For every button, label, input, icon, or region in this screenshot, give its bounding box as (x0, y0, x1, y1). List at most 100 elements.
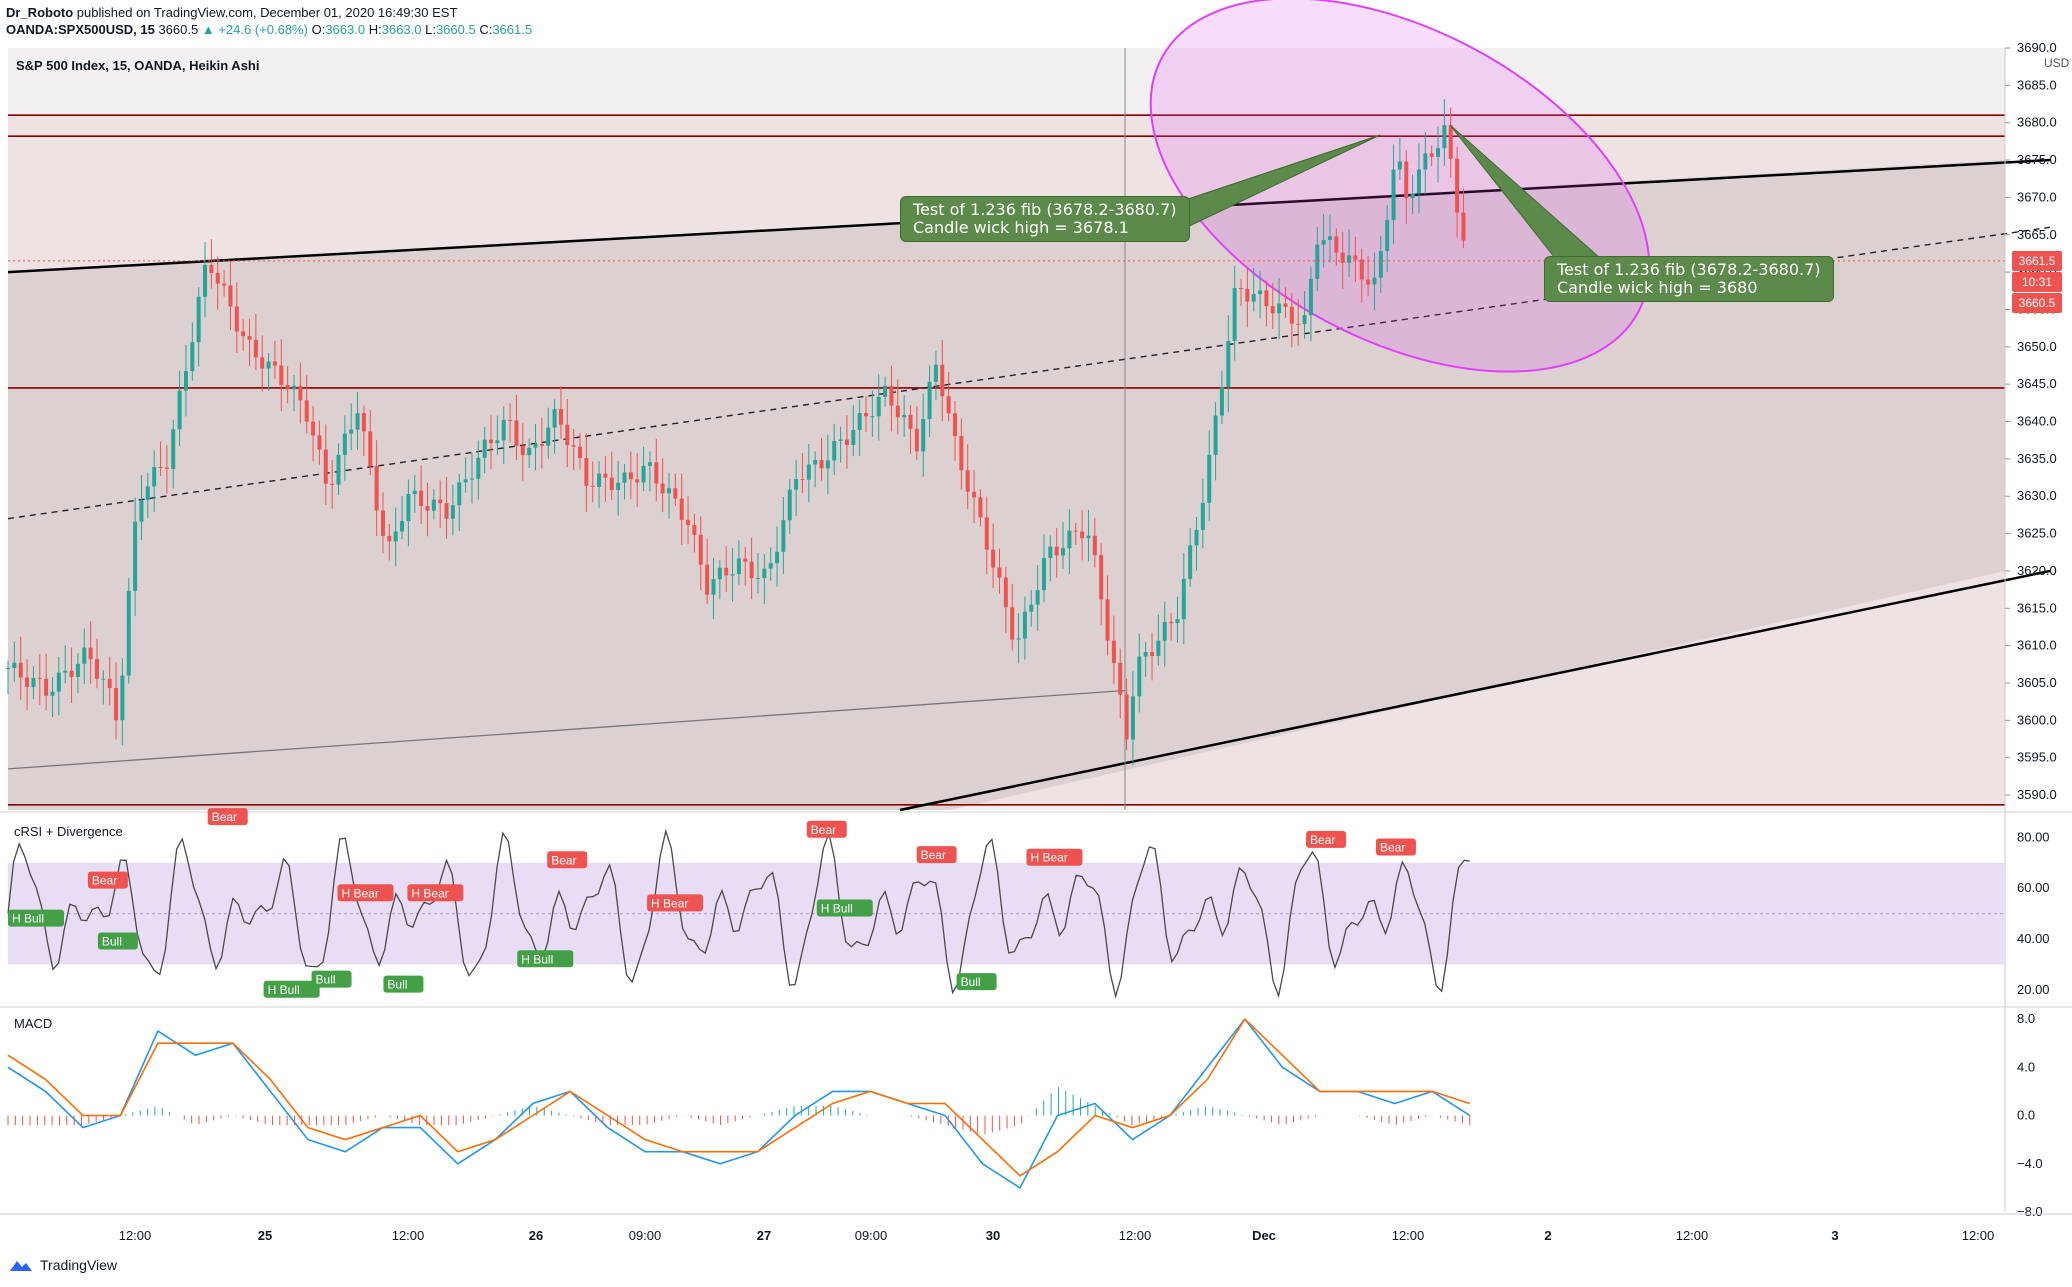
close-value: 3661.5 (492, 22, 533, 37)
candle-body (1258, 290, 1263, 295)
y-tick-label: 3635.0 (2017, 451, 2057, 466)
x-tick-label: 12:00 (1676, 1228, 1709, 1243)
highlight-ellipse (1149, 0, 1651, 373)
candle-body (56, 672, 61, 692)
candle-body (190, 342, 195, 372)
author-name[interactable]: Dr_Roboto (6, 5, 74, 20)
candle-body (698, 534, 703, 565)
candle-body (450, 505, 455, 519)
candle-body (609, 477, 614, 490)
x-tick-label: 09:00 (855, 1228, 888, 1243)
signal-label-bull: H Bull (821, 902, 853, 916)
callout-left[interactable]: Test of 1.236 fib (3678.2-3680.7) Candle… (900, 196, 1190, 242)
rsi-y-tick-label: 40.00 (2017, 931, 2050, 946)
candle-body (914, 428, 919, 452)
candle-body (800, 479, 805, 481)
candle-body (1429, 153, 1434, 157)
callout-left-line1: Test of 1.236 fib (3678.2-3680.7) (913, 200, 1177, 219)
rsi-y-tick-label: 80.00 (2017, 829, 2050, 844)
candle-body (1245, 288, 1250, 302)
candle-body (940, 364, 945, 397)
candle-body (1277, 303, 1282, 314)
signal-label-bear: Bear (1310, 833, 1335, 847)
candle-body (1423, 153, 1428, 170)
candle-body (717, 567, 722, 580)
ohlc-line: OANDA:SPX500USD, 15 3660.5 ▲ +24.6 (+0.6… (6, 21, 532, 38)
candle-body (317, 435, 322, 450)
last-price-tag: 3661.5 (2012, 251, 2062, 271)
last-price: 3660.5 (158, 22, 199, 37)
currency-label: USD (2044, 56, 2070, 70)
candle-body (1347, 255, 1352, 263)
candle-body (126, 590, 131, 676)
signal-label-bull: Bull (387, 978, 407, 992)
candle-body (959, 436, 964, 471)
candle-body (380, 510, 385, 536)
signal-label-bear: H Bear (411, 886, 448, 900)
candle-body (253, 339, 258, 358)
candle-body (406, 494, 411, 522)
symbol-label: OANDA:SPX500USD, 15 (6, 22, 155, 37)
x-tick-label: 30 (986, 1228, 1000, 1243)
candle-body (336, 454, 341, 485)
candle-body (927, 381, 932, 420)
brand-name[interactable]: TradingView (40, 1257, 118, 1273)
candle-body (578, 446, 583, 459)
candle-body (908, 414, 913, 429)
candle-body (1150, 652, 1155, 657)
x-tick-label: 25 (258, 1228, 272, 1243)
y-tick-label: 3645.0 (2017, 376, 2057, 391)
x-tick-label: 27 (757, 1228, 771, 1243)
signal-label-bg (263, 980, 320, 998)
candle-body (1442, 125, 1447, 149)
callout-right[interactable]: Test of 1.236 fib (3678.2-3680.7) Candle… (1544, 256, 1834, 302)
candle-body (152, 466, 157, 487)
candle-body (991, 549, 996, 568)
candle-body (463, 479, 468, 483)
callout-right-line2: Candle wick high = 3680 (1557, 278, 1758, 297)
candle-body (247, 336, 252, 340)
candle-body (18, 662, 23, 678)
candle-body (25, 677, 30, 688)
signal-label-bg (1375, 838, 1416, 856)
signal-label-bg (647, 894, 704, 912)
candle-body (889, 385, 894, 406)
candle-body (419, 490, 424, 507)
candle-body (177, 390, 182, 430)
y-tick-label: 3670.0 (2017, 189, 2057, 204)
candle-body (1035, 590, 1040, 605)
candle-body (654, 462, 659, 484)
signal-label-bg (87, 871, 128, 889)
candle-body (673, 488, 678, 499)
candle-body (12, 662, 17, 669)
candle-body (482, 439, 487, 458)
candle-body (234, 306, 239, 332)
signal-label-bg (916, 846, 957, 864)
x-tick-label: 12:00 (1962, 1228, 1995, 1243)
candle-body (1099, 555, 1104, 600)
signal-label-bull: Bull (961, 975, 981, 989)
candle-body (1321, 240, 1326, 245)
candle-body (183, 371, 188, 391)
candle-body (946, 396, 951, 414)
candle-body (158, 466, 163, 468)
candle-body (501, 420, 506, 441)
signal-label-bull: Bull (102, 935, 122, 949)
y-tick-label: 3665.0 (2017, 227, 2057, 242)
publisher-line: Dr_Roboto published on TradingView.com, … (6, 4, 532, 21)
open-label: O: (311, 22, 326, 37)
candle-body (431, 499, 436, 511)
candle-body (1391, 169, 1396, 221)
candle-body (1397, 161, 1402, 170)
candle-body (368, 431, 373, 467)
candle-body (279, 365, 284, 385)
candle-body (711, 579, 716, 595)
candle-body (311, 421, 316, 436)
candle-body (1213, 415, 1218, 455)
candle-body (374, 466, 379, 511)
candle-body (1238, 288, 1243, 290)
channel-lower-line (899, 569, 2051, 812)
candle-body (164, 467, 169, 469)
candle-body (1461, 212, 1466, 241)
